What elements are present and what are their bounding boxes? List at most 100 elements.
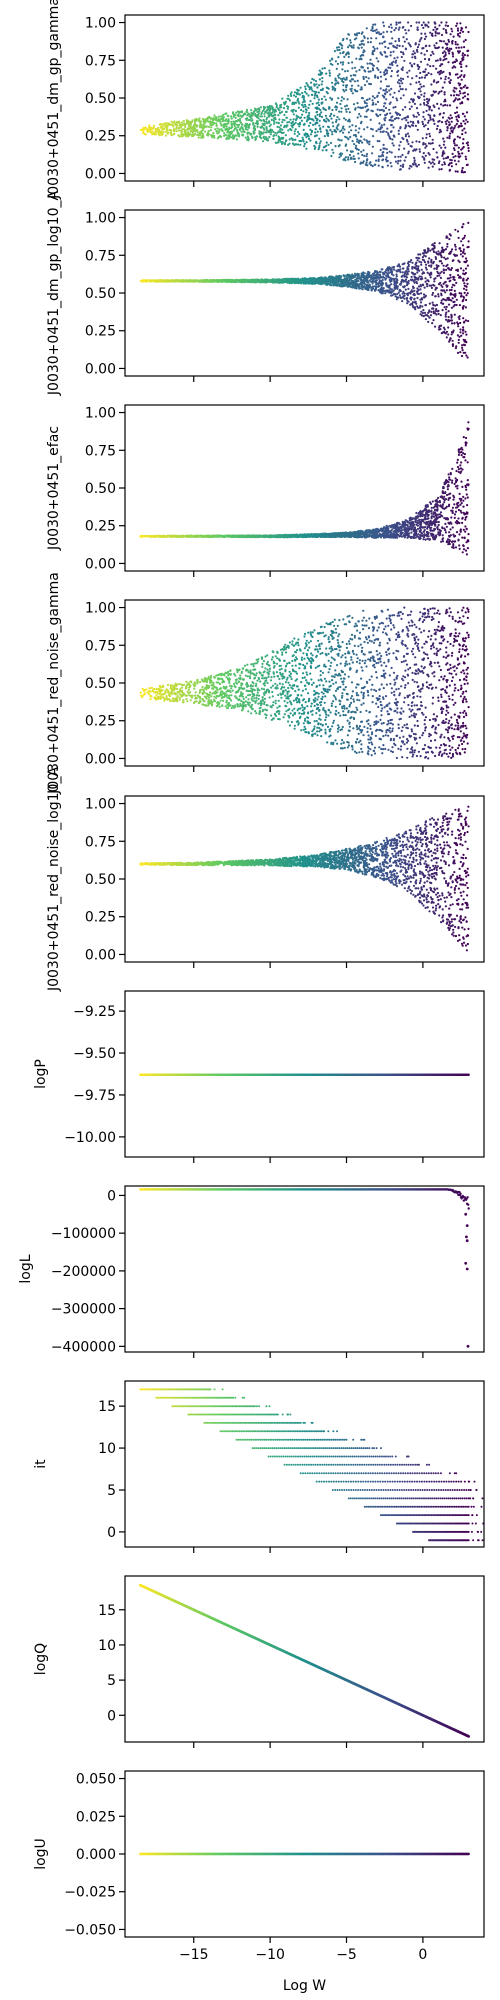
data-point: [339, 61, 342, 64]
data-point: [347, 61, 350, 65]
data-point: [405, 297, 408, 300]
data-point: [314, 128, 317, 131]
data-point: [435, 303, 439, 307]
data-point: [240, 130, 243, 133]
data-point: [423, 311, 427, 314]
data-point: [298, 139, 301, 143]
data-point: [245, 108, 249, 111]
data-point: [169, 279, 172, 282]
data-point: [407, 287, 410, 290]
data-point: [403, 297, 406, 300]
data-point: [356, 140, 359, 143]
data-point: [327, 126, 330, 129]
data-point: [329, 128, 332, 131]
data-point: [354, 286, 357, 289]
data-point: [161, 133, 164, 136]
data-point: [440, 146, 443, 149]
data-point: [405, 269, 408, 273]
data-point: [440, 324, 443, 327]
data-point: [417, 163, 420, 166]
data-point: [340, 282, 343, 285]
data-point: [338, 156, 341, 159]
data-point: [389, 130, 393, 133]
data-point: [292, 118, 295, 121]
data-point: [434, 26, 437, 29]
data-point: [161, 123, 164, 126]
data-point: [444, 248, 448, 251]
data-point: [428, 284, 431, 287]
data-point: [464, 267, 468, 270]
data-point: [206, 131, 209, 134]
data-point: [294, 138, 297, 141]
data-point: [448, 320, 451, 323]
data-point: [370, 277, 373, 281]
data-point: [447, 326, 450, 329]
data-point: [188, 125, 191, 128]
data-point: [466, 163, 469, 166]
data-point: [267, 114, 270, 117]
data-point: [319, 140, 322, 143]
data-point: [458, 98, 461, 101]
data-point: [294, 95, 297, 98]
data-point: [412, 286, 415, 289]
data-point: [451, 297, 454, 300]
data-point: [159, 132, 162, 135]
data-point: [462, 287, 466, 290]
data-point: [401, 136, 404, 140]
data-point: [390, 26, 393, 29]
data-point: [455, 122, 458, 126]
data-point: [422, 85, 425, 88]
data-point: [309, 133, 313, 136]
data-point: [240, 111, 243, 114]
data-point: [144, 126, 147, 129]
data-point: [456, 43, 459, 46]
data-point: [441, 289, 444, 292]
data-point: [233, 127, 237, 130]
data-point: [302, 110, 305, 113]
data-point: [189, 130, 192, 133]
data-point: [462, 138, 465, 141]
data-point: [371, 67, 374, 70]
data-point: [247, 124, 250, 127]
data-point: [459, 155, 462, 158]
data-point: [458, 335, 461, 338]
data-point: [399, 127, 402, 130]
data-point: [343, 128, 346, 131]
data-point: [462, 40, 465, 43]
data-point: [455, 144, 458, 147]
data-point: [289, 118, 292, 121]
data-point: [338, 110, 341, 113]
data-point: [395, 273, 398, 276]
data-point: [457, 94, 460, 97]
data-point: [446, 136, 449, 139]
data-point: [287, 105, 290, 108]
data-point: [382, 31, 385, 34]
data-point: [399, 168, 402, 171]
data-point: [415, 268, 418, 271]
data-point: [315, 83, 318, 86]
data-point: [456, 120, 459, 123]
data-point: [447, 164, 450, 167]
data-point: [395, 23, 398, 26]
data-point: [287, 97, 290, 100]
data-point: [440, 292, 443, 295]
data-point: [426, 250, 429, 253]
data-point: [399, 88, 402, 91]
data-point: [312, 78, 315, 81]
data-point: [403, 59, 406, 62]
data-point: [296, 89, 299, 92]
data-point: [281, 279, 284, 282]
data-point: [305, 141, 308, 144]
data-point: [305, 120, 308, 123]
data-point: [330, 154, 333, 158]
data-point: [404, 278, 408, 281]
data-point: [456, 22, 459, 25]
data-point: [191, 127, 194, 131]
data-point: [426, 271, 429, 274]
data-point: [434, 325, 437, 328]
data-point: [447, 298, 450, 301]
data-point: [429, 162, 432, 165]
data-point: [455, 46, 458, 49]
data-point: [355, 70, 358, 73]
data-point: [455, 298, 458, 301]
